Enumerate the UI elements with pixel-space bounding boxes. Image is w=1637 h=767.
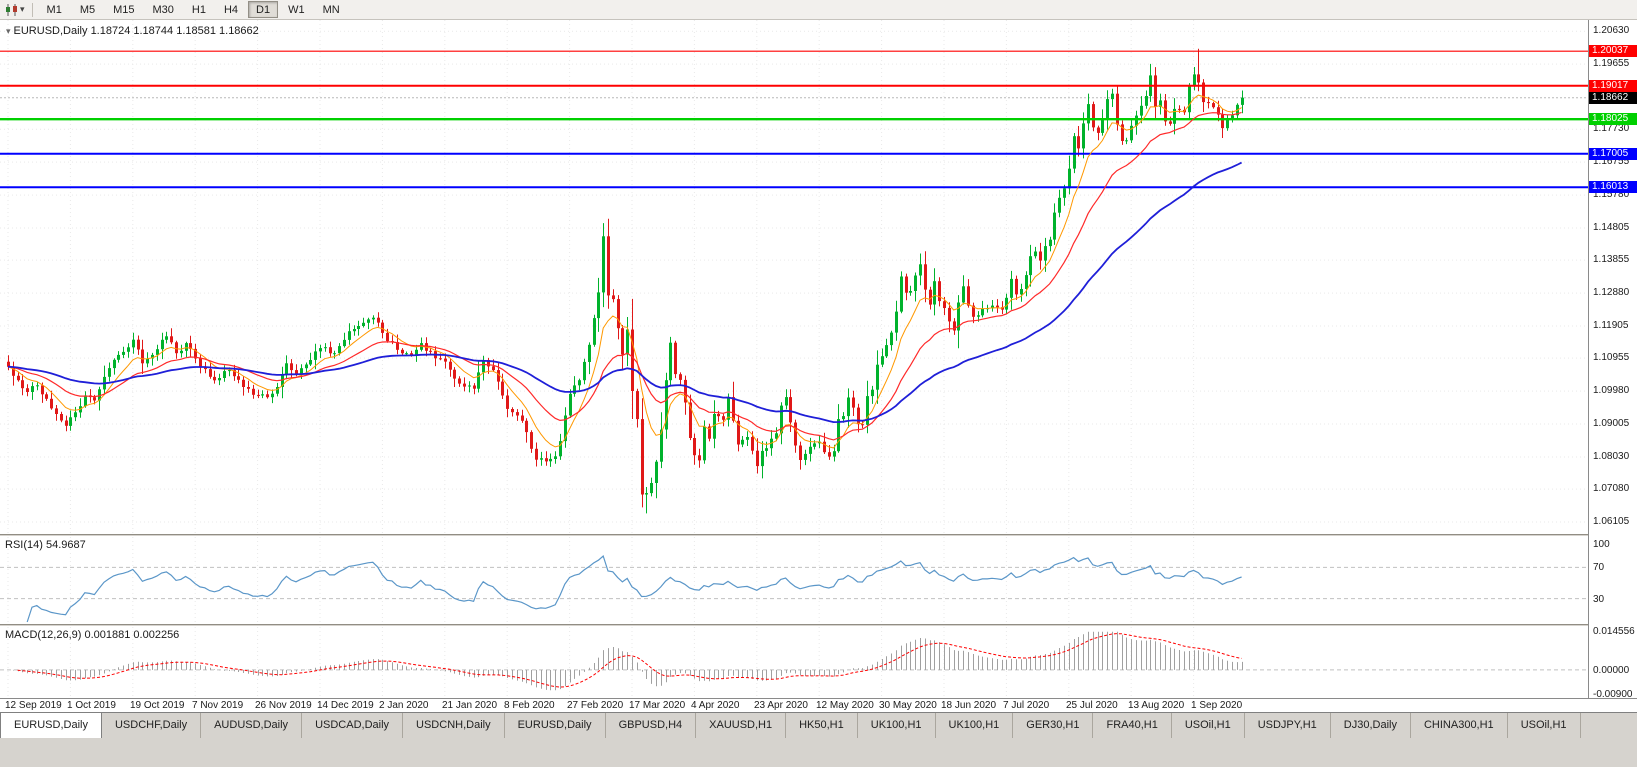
symbol-tab-14[interactable]: USDJPY,H1 xyxy=(1245,713,1331,738)
symbol-tab-9[interactable]: UK100,H1 xyxy=(858,713,936,738)
panel-splitter-macd[interactable] xyxy=(0,624,1637,627)
timeframe-button-w1[interactable]: W1 xyxy=(280,1,313,18)
date-label: 4 Apr 2020 xyxy=(691,700,740,711)
price-tick: 1.17730 xyxy=(1593,123,1630,134)
symbol-tab-8[interactable]: HK50,H1 xyxy=(786,713,858,738)
price-tick: 1.19655 xyxy=(1593,58,1630,69)
main-price-chart[interactable] xyxy=(0,20,1588,534)
symbol-tab-13[interactable]: USOil,H1 xyxy=(1172,713,1245,738)
date-label: 14 Dec 2019 xyxy=(317,700,374,711)
rsi-indicator-chart[interactable] xyxy=(0,537,1588,624)
date-label: 17 Mar 2020 xyxy=(629,700,686,711)
price-level-box: 1.17005 xyxy=(1589,148,1637,160)
timeframe-buttons: M1 M5 M15 M30 H1 H4 D1 W1 MN xyxy=(38,1,349,18)
date-label: 21 Jan 2020 xyxy=(442,700,498,711)
date-label: 8 Feb 2020 xyxy=(504,700,555,711)
timeframe-button-m5[interactable]: M5 xyxy=(72,1,103,18)
symbol-tab-2[interactable]: AUDUSD,Daily xyxy=(201,713,303,738)
price-level-box: 1.16013 xyxy=(1589,181,1637,193)
symbol-tab-bar: EURUSD,Daily USDCHF,Daily AUDUSD,Daily USDC… xyxy=(0,712,1637,767)
price-level-box: 1.20037 xyxy=(1589,45,1637,57)
date-label: 26 Nov 2019 xyxy=(255,700,312,711)
price-tick: 1.15780 xyxy=(1593,189,1630,200)
chart-ohlc-header: ▾ EURUSD,Daily 1.18724 1.18744 1.18581 1.… xyxy=(6,25,259,37)
symbol-tab-3[interactable]: USDCAD,Daily xyxy=(302,713,404,738)
rsi-axis-label: 30 xyxy=(1593,594,1605,605)
price-level-box: 1.18025 xyxy=(1589,113,1637,125)
date-label: 2 Jan 2020 xyxy=(379,700,429,711)
toolbar-separator xyxy=(31,2,33,17)
date-label: 27 Feb 2020 xyxy=(567,700,624,711)
price-tick: 1.12880 xyxy=(1593,287,1630,298)
price-tick: 1.10955 xyxy=(1593,352,1630,363)
price-tick: 1.13855 xyxy=(1593,254,1630,265)
symbol-tab-11[interactable]: GER30,H1 xyxy=(1013,713,1094,738)
macd-axis-label: 0.014556 xyxy=(1593,626,1635,637)
price-level-box: 1.19017 xyxy=(1589,80,1637,92)
symbol-tab-16[interactable]: CHINA300,H1 xyxy=(1411,713,1508,738)
date-label: 18 Jun 2020 xyxy=(941,700,997,711)
price-tick: 1.20630 xyxy=(1593,25,1630,36)
timeframe-button-d1[interactable]: D1 xyxy=(248,1,279,18)
panel-splitter-rsi[interactable] xyxy=(0,534,1637,537)
date-label: 7 Nov 2019 xyxy=(192,700,244,711)
date-label: 1 Oct 2019 xyxy=(67,700,116,711)
symbol-tab-12[interactable]: FRA40,H1 xyxy=(1093,713,1172,738)
macd-indicator-chart[interactable] xyxy=(0,627,1588,698)
symbol-tab-15[interactable]: DJ30,Daily xyxy=(1331,713,1411,738)
price-axis[interactable]: 1.20630 1.19655 1.17730 1.16755 1.15780 1.148… xyxy=(1588,20,1637,712)
macd-axis-label: -0.00900 xyxy=(1593,689,1633,700)
symbol-tab-4[interactable]: USDCNH,Daily xyxy=(403,713,505,738)
timeframe-button-mn[interactable]: MN xyxy=(315,1,348,18)
rsi-axis-label: 70 xyxy=(1593,562,1605,573)
date-axis[interactable]: 12 Sep 2019 1 Oct 2019 19 Oct 2019 7 Nov 20… xyxy=(0,698,1637,712)
timeframe-toolbar: ▾ M1 M5 M15 M30 H1 H4 D1 W1 MN xyxy=(0,0,1637,20)
price-tick: 1.11905 xyxy=(1593,320,1629,331)
symbol-tab-1[interactable]: USDCHF,Daily xyxy=(102,713,202,738)
timeframe-button-m15[interactable]: M15 xyxy=(105,1,142,18)
price-tick: 1.06105 xyxy=(1593,516,1630,527)
timeframe-button-h1[interactable]: H1 xyxy=(184,1,214,18)
symbol-tab-5[interactable]: EURUSD,Daily xyxy=(505,713,606,738)
date-label: 30 May 2020 xyxy=(879,700,937,711)
candlestick-chart-icon[interactable] xyxy=(4,3,20,17)
symbol-tab-0[interactable]: EURUSD,Daily xyxy=(0,713,102,738)
chevron-down-icon[interactable]: ▾ xyxy=(20,4,25,14)
price-tick: 1.14805 xyxy=(1593,222,1630,233)
date-label: 12 Sep 2019 xyxy=(5,700,62,711)
timeframe-button-m30[interactable]: M30 xyxy=(145,1,182,18)
rsi-axis-label: 100 xyxy=(1593,539,1610,550)
macd-axis-label: 0.00000 xyxy=(1593,665,1630,676)
price-tick: 1.16755 xyxy=(1593,156,1630,167)
date-label: 1 Sep 2020 xyxy=(1191,700,1243,711)
bid-price-box: 1.18662 xyxy=(1589,92,1637,104)
date-label: 13 Aug 2020 xyxy=(1128,700,1185,711)
timeframe-button-m1[interactable]: M1 xyxy=(39,1,70,18)
date-label: 12 May 2020 xyxy=(816,700,874,711)
timeframe-button-h4[interactable]: H4 xyxy=(216,1,246,18)
date-label: 23 Apr 2020 xyxy=(754,700,808,711)
date-label: 19 Oct 2019 xyxy=(130,700,185,711)
symbol-tab-7[interactable]: XAUUSD,H1 xyxy=(696,713,787,738)
rsi-caption: RSI(14) 54.9687 xyxy=(5,539,86,551)
symbol-tab-17[interactable]: USOil,H1 xyxy=(1508,713,1581,738)
date-label: 7 Jul 2020 xyxy=(1003,700,1050,711)
price-tick: 1.08030 xyxy=(1593,451,1630,462)
date-label: 25 Jul 2020 xyxy=(1066,700,1118,711)
price-tick: 1.09005 xyxy=(1593,418,1630,429)
price-tick: 1.09980 xyxy=(1593,385,1630,396)
price-tick: 1.07080 xyxy=(1593,483,1630,494)
symbol-tab-6[interactable]: GBPUSD,H4 xyxy=(606,713,697,738)
macd-caption: MACD(12,26,9) 0.001881 0.002256 xyxy=(5,629,180,641)
chart-marker-icon: ▾ xyxy=(6,26,11,36)
symbol-tab-10[interactable]: UK100,H1 xyxy=(936,713,1014,738)
